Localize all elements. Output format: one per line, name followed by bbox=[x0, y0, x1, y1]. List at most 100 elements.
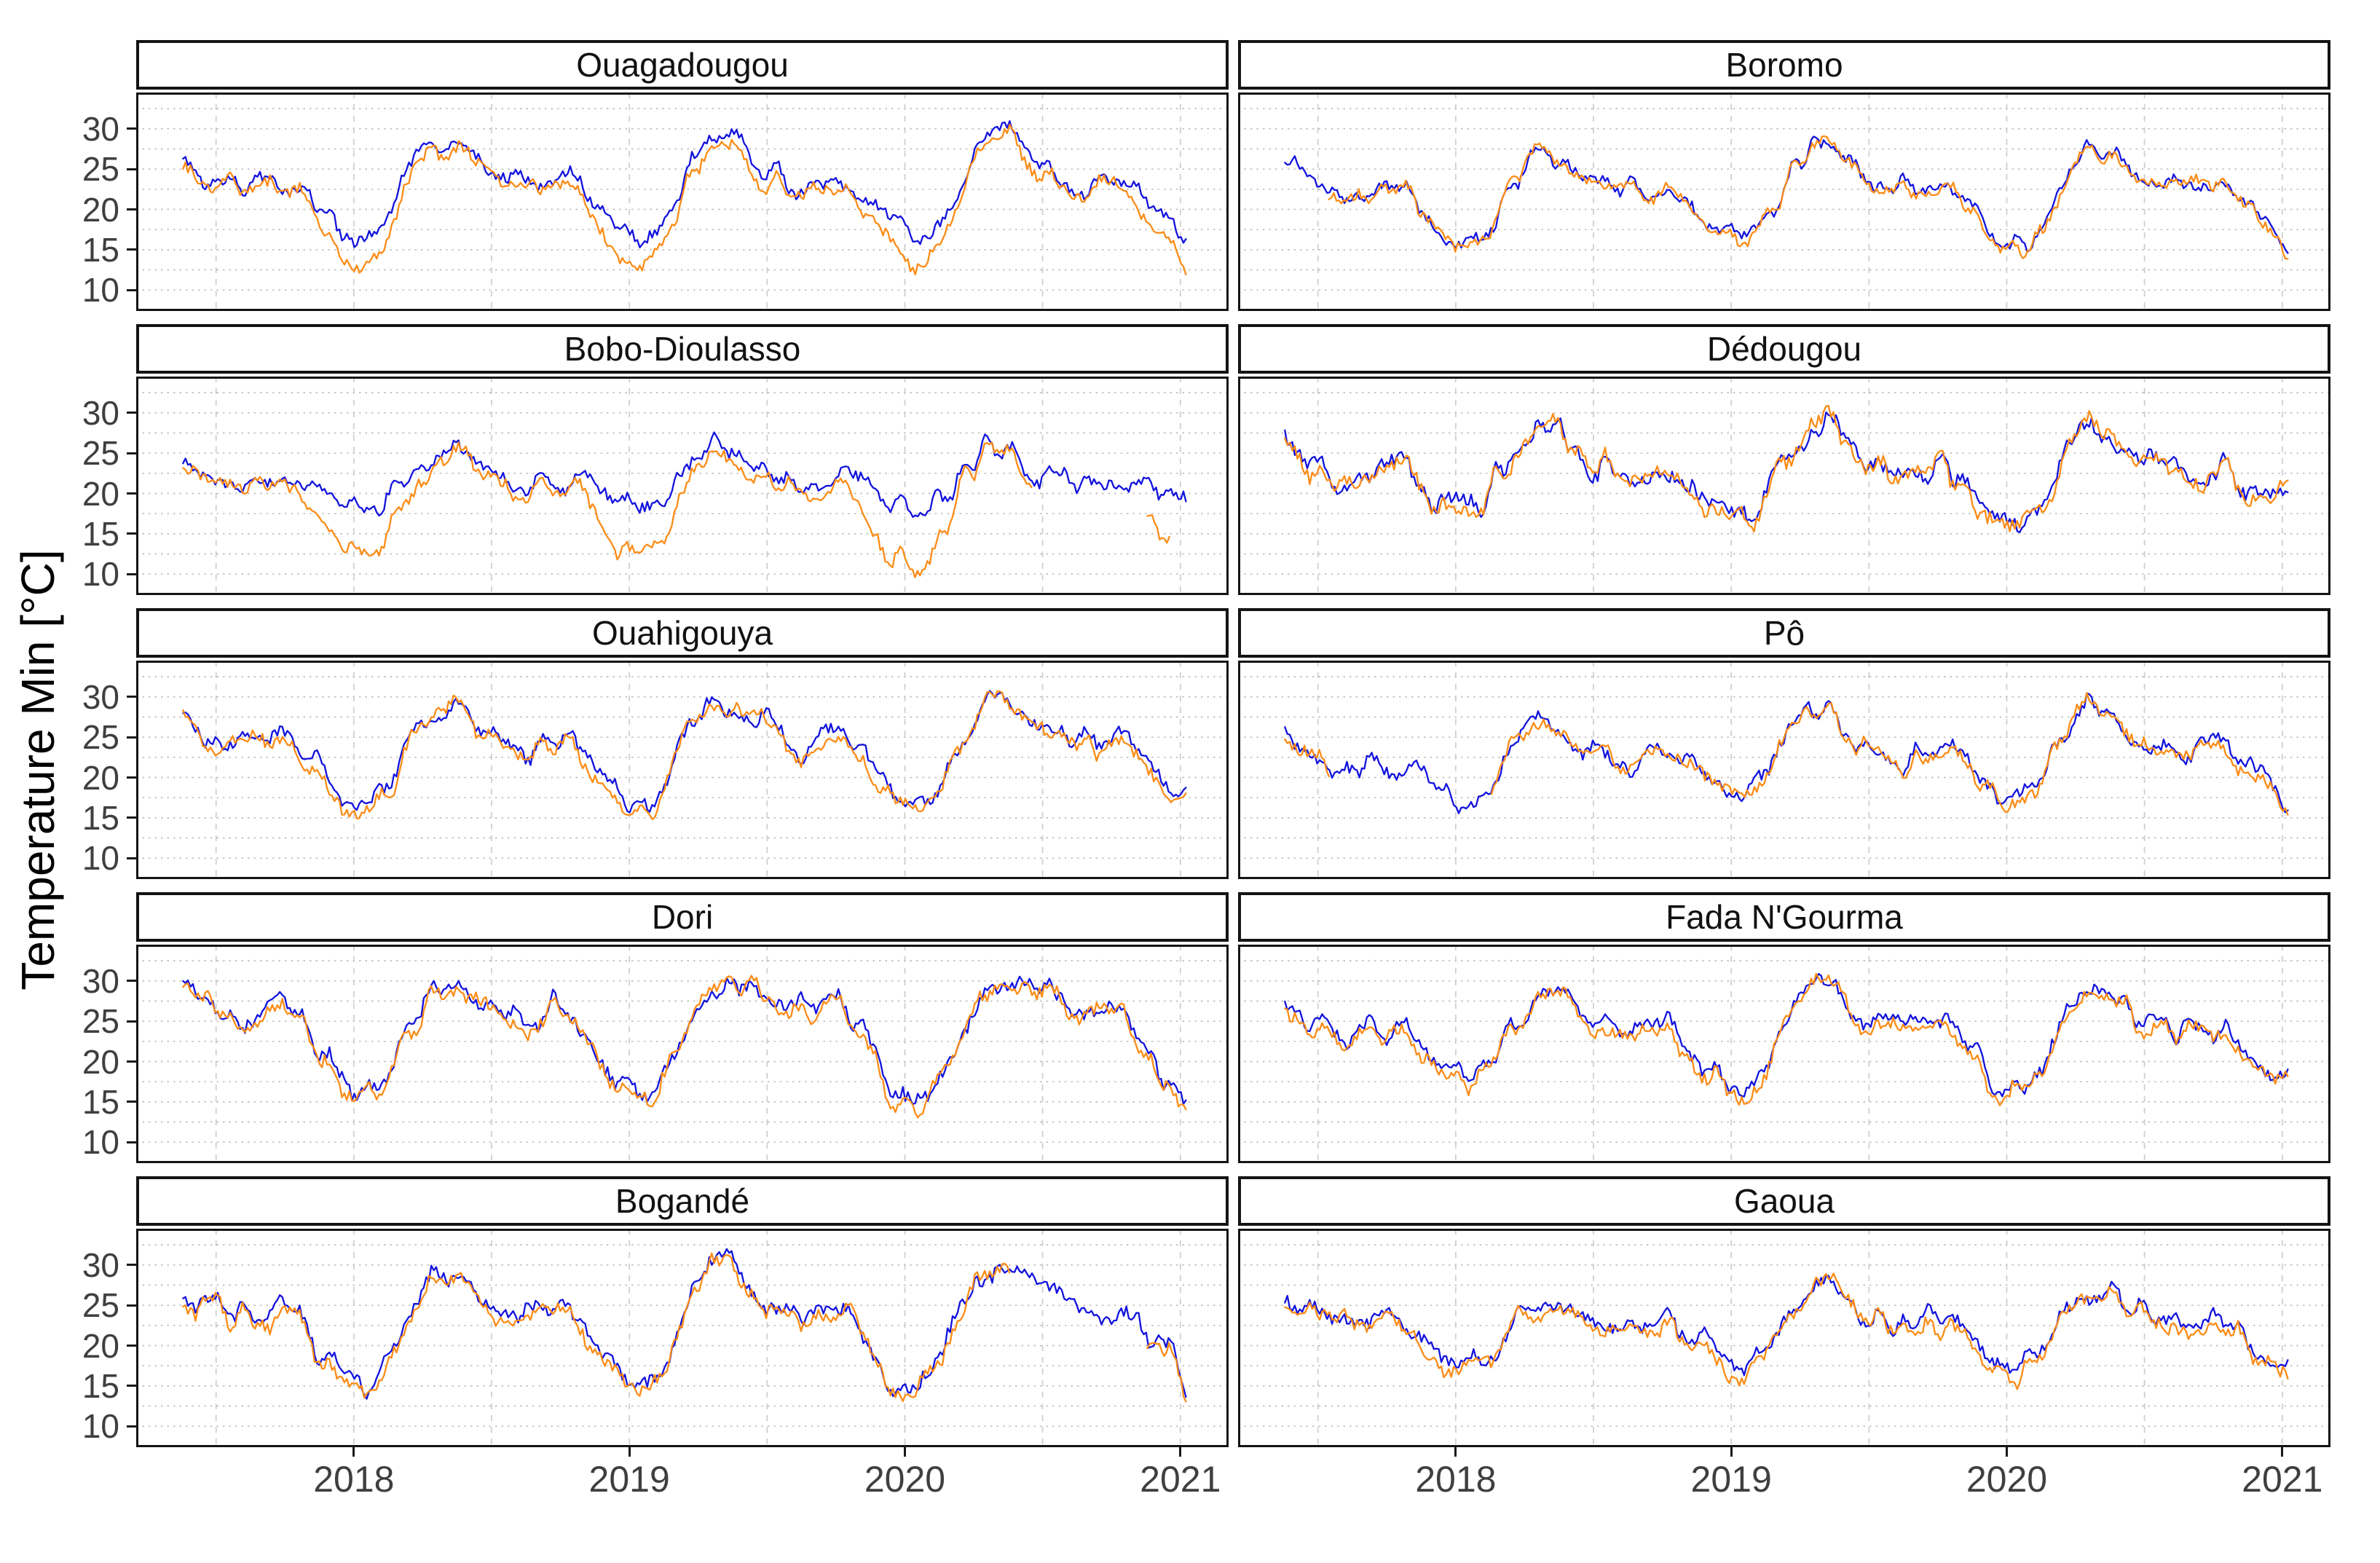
y-tick-mark bbox=[127, 127, 136, 130]
y-tick-text: 25 bbox=[82, 150, 119, 189]
y-tick-label: 30 bbox=[21, 109, 119, 149]
x-tick-label: 2021 bbox=[2202, 1458, 2363, 1500]
y-tick-mark bbox=[127, 1304, 136, 1307]
y-tick-mark bbox=[127, 736, 136, 739]
y-tick-label: 20 bbox=[21, 473, 119, 514]
y-tick-text: 25 bbox=[82, 718, 119, 757]
y-tick-mark bbox=[127, 1264, 136, 1267]
panel-border bbox=[136, 661, 1229, 879]
y-tick-label: 30 bbox=[21, 393, 119, 433]
y-tick-text: 20 bbox=[82, 474, 119, 513]
series-line-orange bbox=[1284, 972, 2289, 1106]
y-tick-label: 25 bbox=[21, 1285, 119, 1326]
panel-background bbox=[136, 1229, 1229, 1447]
y-tick-text: 25 bbox=[82, 1286, 119, 1325]
y-tick-mark bbox=[127, 696, 136, 698]
facet-strip-9: Gaoua bbox=[1238, 1176, 2330, 1226]
y-tick-label: 10 bbox=[21, 1122, 119, 1162]
facet-title: Fada N'Gourma bbox=[1666, 898, 1903, 936]
x-tick-mark bbox=[2281, 1447, 2284, 1457]
series-line-orange bbox=[182, 1252, 1187, 1403]
y-tick-text: 10 bbox=[82, 555, 119, 594]
y-tick-text: 15 bbox=[82, 230, 119, 269]
panel-background bbox=[136, 92, 1229, 311]
y-tick-mark bbox=[127, 1345, 136, 1347]
y-tick-text: 25 bbox=[82, 1002, 119, 1041]
panel-background bbox=[1238, 945, 2330, 1163]
panel-plot-8 bbox=[136, 1229, 1229, 1447]
panel-background bbox=[1238, 92, 2330, 311]
panel-border bbox=[1238, 377, 2330, 595]
y-tick-mark bbox=[127, 492, 136, 495]
x-tick-text: 2020 bbox=[1966, 1459, 2048, 1500]
facet-title: Bobo-Dioulasso bbox=[564, 330, 801, 368]
y-tick-text: 30 bbox=[82, 393, 119, 432]
series-line-orange bbox=[182, 441, 1170, 578]
y-tick-mark bbox=[127, 776, 136, 779]
x-tick-mark bbox=[2005, 1447, 2008, 1457]
y-tick-mark bbox=[127, 1101, 136, 1103]
facet-title: Gaoua bbox=[1733, 1182, 1835, 1220]
series-line-orange bbox=[1284, 1272, 2289, 1390]
series-line-blue bbox=[1284, 973, 2289, 1098]
y-tick-text: 30 bbox=[82, 961, 119, 1000]
y-tick-label: 20 bbox=[21, 1042, 119, 1082]
y-tick-text: 30 bbox=[82, 677, 119, 716]
y-tick-mark bbox=[127, 1425, 136, 1428]
series-line-orange bbox=[182, 123, 1187, 276]
y-tick-mark bbox=[127, 208, 136, 211]
y-tick-label: 25 bbox=[21, 1001, 119, 1042]
y-tick-text: 10 bbox=[82, 839, 119, 878]
x-tick-label: 2019 bbox=[549, 1458, 709, 1500]
facet-strip-2: Bobo-Dioulasso bbox=[136, 324, 1229, 374]
x-tick-mark bbox=[1179, 1447, 1182, 1457]
panel-plot-0 bbox=[136, 92, 1229, 311]
facet-strip-5: Pô bbox=[1238, 608, 2330, 658]
y-tick-label: 30 bbox=[21, 961, 119, 1001]
series-line-orange bbox=[182, 690, 1187, 820]
panel-border bbox=[136, 92, 1229, 311]
y-tick-text: 20 bbox=[82, 1326, 119, 1365]
x-tick-label: 2018 bbox=[274, 1458, 434, 1500]
y-tick-mark bbox=[127, 412, 136, 414]
series-line-blue bbox=[182, 975, 1187, 1106]
x-tick-mark bbox=[1454, 1447, 1457, 1457]
panel-background bbox=[1238, 377, 2330, 595]
y-tick-label: 25 bbox=[21, 149, 119, 189]
series-line-orange bbox=[1284, 405, 2289, 533]
panel-border bbox=[136, 945, 1229, 1163]
x-tick-label: 2019 bbox=[1651, 1458, 1811, 1500]
y-tick-text: 15 bbox=[82, 1082, 119, 1121]
x-tick-mark bbox=[903, 1447, 906, 1457]
y-tick-text: 10 bbox=[82, 271, 119, 310]
x-tick-text: 2020 bbox=[864, 1459, 946, 1500]
panel-background bbox=[1238, 1229, 2330, 1447]
y-tick-text: 10 bbox=[82, 1407, 119, 1446]
series-line-blue bbox=[182, 120, 1187, 248]
y-tick-mark bbox=[127, 452, 136, 454]
facet-title: Dédougou bbox=[1706, 330, 1862, 368]
x-tick-text: 2018 bbox=[1415, 1459, 1497, 1500]
x-tick-mark bbox=[352, 1447, 355, 1457]
y-tick-label: 25 bbox=[21, 433, 119, 473]
y-tick-label: 10 bbox=[21, 269, 119, 310]
series-line-blue bbox=[1284, 411, 2289, 533]
panel-border bbox=[1238, 661, 2330, 879]
y-tick-mark bbox=[127, 1141, 136, 1143]
panel-plot-9 bbox=[1238, 1229, 2330, 1447]
panel-background bbox=[1238, 661, 2330, 879]
x-tick-label: 2020 bbox=[824, 1458, 985, 1500]
facet-strip-8: Bogandé bbox=[136, 1176, 1229, 1226]
y-tick-text: 20 bbox=[82, 758, 119, 797]
y-tick-text: 15 bbox=[82, 1366, 119, 1405]
series-line-blue bbox=[182, 690, 1187, 814]
panel-border bbox=[136, 1229, 1229, 1447]
y-tick-text: 15 bbox=[82, 798, 119, 837]
x-tick-text: 2021 bbox=[2242, 1459, 2323, 1500]
y-tick-mark bbox=[127, 288, 136, 291]
y-tick-mark bbox=[127, 572, 136, 575]
x-tick-text: 2018 bbox=[313, 1459, 395, 1500]
panel-background bbox=[136, 661, 1229, 879]
y-tick-mark bbox=[127, 980, 136, 983]
